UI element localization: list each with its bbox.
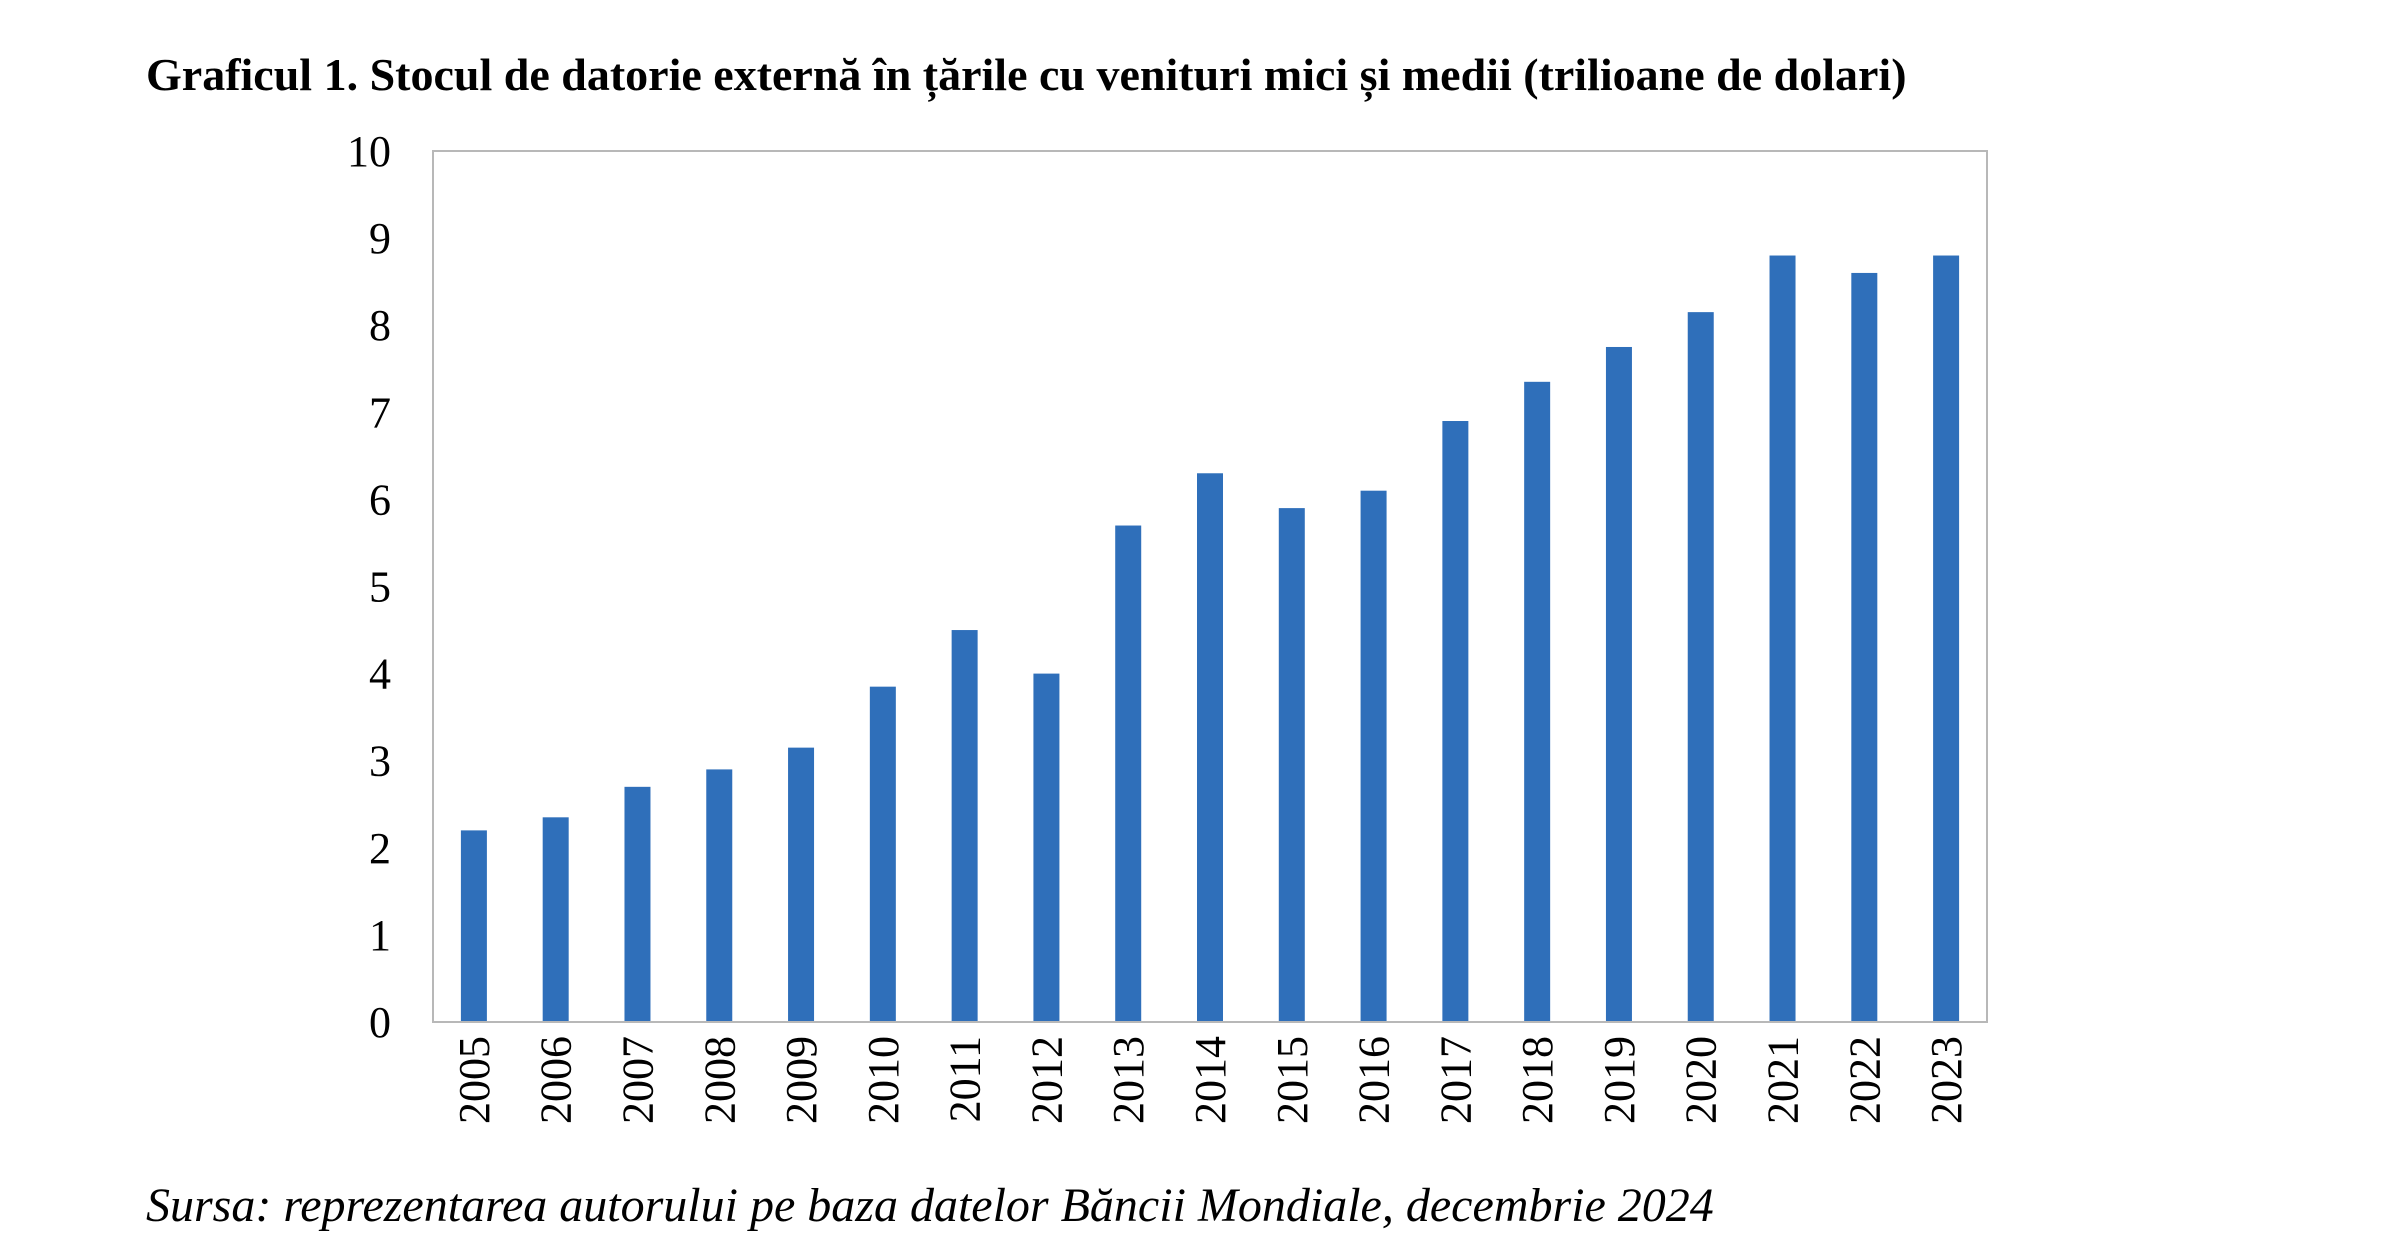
x-tick-label: 2010: [859, 1036, 908, 1124]
y-tick-label: 2: [369, 824, 391, 873]
x-axis-ticks: 2005 2006 2007 2008 2009 2010 2011 2012 2013 2014…: [450, 1036, 1971, 1124]
x-tick-label: 2019: [1595, 1036, 1644, 1124]
x-tick-label: 2018: [1513, 1036, 1562, 1124]
x-tick-label: 2021: [1759, 1036, 1808, 1124]
bar-2008: [706, 769, 733, 1022]
x-tick-label: 2015: [1268, 1036, 1317, 1124]
x-tick-label: 2005: [450, 1036, 499, 1124]
x-tick-label: 2022: [1840, 1036, 1889, 1124]
y-tick-label: 3: [369, 737, 391, 786]
bar-2018: [1524, 381, 1551, 1022]
x-tick-label: 2006: [532, 1036, 581, 1124]
x-tick-label: 2007: [613, 1036, 662, 1124]
y-tick-label: 1: [369, 911, 391, 960]
x-tick-label: 2009: [777, 1036, 826, 1124]
bar-2011: [951, 630, 978, 1022]
bar-2017: [1442, 421, 1469, 1022]
source-note: Sursa: reprezentarea autorului pe baza d…: [146, 1179, 1714, 1232]
x-tick-label: 2016: [1350, 1036, 1399, 1124]
y-tick-label: 0: [369, 998, 391, 1047]
y-tick-label: 4: [369, 650, 391, 699]
bar-2020: [1687, 312, 1714, 1022]
bar-2015: [1278, 508, 1305, 1022]
y-tick-label: 10: [347, 127, 391, 176]
chart-title: Graficul 1. Stocul de datorie externă în…: [146, 49, 1907, 100]
bar-2023: [1933, 255, 1960, 1022]
bar-2007: [624, 786, 651, 1022]
x-tick-label: 2023: [1922, 1036, 1971, 1124]
bar-2013: [1115, 525, 1142, 1022]
bar-2012: [1033, 673, 1060, 1022]
bar-2022: [1851, 272, 1878, 1022]
x-tick-label: 2013: [1104, 1036, 1153, 1124]
y-tick-label: 9: [369, 214, 391, 263]
bar-2021: [1769, 255, 1796, 1022]
x-tick-label: 2011: [941, 1036, 990, 1122]
bar-2005: [460, 830, 487, 1022]
y-tick-label: 8: [369, 301, 391, 350]
bar-2014: [1197, 473, 1223, 1022]
plot-frame: [432, 150, 1988, 1023]
bar-2006: [542, 817, 569, 1022]
x-tick-label: 2012: [1022, 1036, 1071, 1124]
bars: [460, 255, 1960, 1023]
y-axis-ticks: 0 1 2 3 4 5 6 7 8 9 10: [347, 127, 391, 1047]
x-tick-label: 2020: [1677, 1036, 1726, 1124]
bar-2010: [869, 686, 896, 1022]
x-tick-label: 2017: [1431, 1036, 1480, 1124]
x-tick-label: 2008: [695, 1036, 744, 1124]
bar-2009: [788, 747, 815, 1022]
y-tick-label: 6: [369, 475, 391, 524]
bar-2019: [1605, 346, 1632, 1023]
bar-2016: [1360, 490, 1387, 1022]
x-tick-label: 2014: [1186, 1036, 1235, 1124]
y-tick-label: 5: [369, 563, 391, 612]
y-tick-label: 7: [369, 388, 391, 437]
